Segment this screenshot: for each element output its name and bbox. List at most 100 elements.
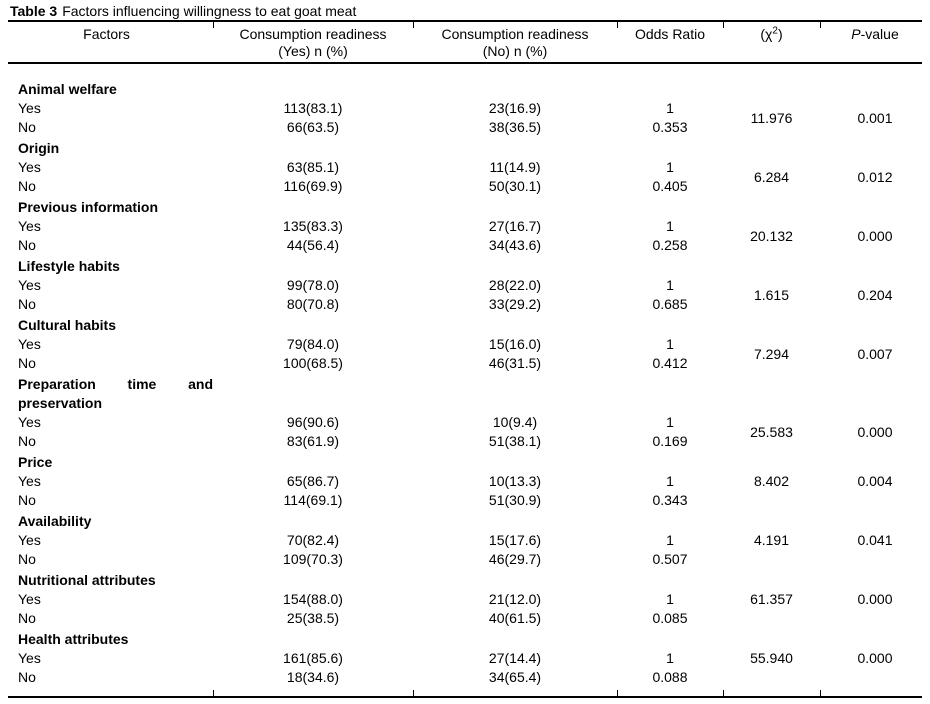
consumption-yes-of-no: 18(34.6) — [286, 669, 340, 685]
level-label-yes: Yes — [18, 473, 41, 489]
header-consumption-yes-line1: Consumption readiness — [239, 26, 387, 42]
level-label-yes: Yes — [18, 100, 41, 116]
odds-ratio-yes: 1 — [666, 650, 674, 666]
factor-group: Previous information Yes 135(83.3) 27(16… — [0, 198, 930, 255]
level-label-yes: Yes — [18, 414, 41, 430]
column-divider-tick — [820, 22, 821, 28]
level-label-yes: Yes — [18, 277, 41, 293]
column-divider-tick — [820, 690, 821, 696]
odds-ratio-no: 0.405 — [652, 178, 688, 194]
factor-group: Lifestyle habits Yes 99(78.0) 28(22.0) 1… — [0, 257, 930, 314]
factor-name: Lifestyle habits — [18, 258, 120, 274]
factor-group-rows: Yes 135(83.3) 27(16.7) 1 No 44(56.4) 34(… — [0, 217, 930, 255]
column-divider-tick — [413, 22, 414, 28]
table-caption-text: Factors influencing willingness to eat g… — [62, 3, 357, 19]
table-bottom-rule — [8, 690, 922, 698]
p-value: 0.000 — [857, 227, 893, 244]
consumption-no-of-yes: 28(22.0) — [488, 277, 542, 293]
odds-ratio-no: 0.685 — [652, 296, 688, 312]
p-value: 0.000 — [857, 650, 893, 666]
header-consumption-no-line1: Consumption readiness — [441, 26, 589, 42]
level-label-yes: Yes — [18, 159, 41, 175]
chi-square-value: 7.294 — [753, 345, 790, 362]
consumption-no-of-no: 46(31.5) — [488, 355, 542, 371]
consumption-no-of-no: 51(38.1) — [488, 433, 542, 449]
chi-square-value: 6.284 — [753, 168, 790, 185]
level-label-no: No — [18, 492, 36, 508]
level-label-no: No — [18, 119, 36, 135]
p-value: 0.204 — [857, 286, 893, 303]
chi-square-value: 55.940 — [750, 650, 793, 666]
column-divider-tick — [617, 690, 618, 696]
factor-group: Availability Yes 70(82.4) 15(17.6) 1 No … — [0, 512, 930, 569]
header-factors: Factors — [83, 26, 130, 42]
level-label-no: No — [18, 669, 36, 685]
odds-ratio-yes: 1 — [666, 159, 674, 175]
p-value: 0.000 — [857, 591, 893, 607]
odds-ratio-no: 0.353 — [652, 119, 688, 135]
chi-square-value: 25.583 — [750, 423, 793, 440]
factor-name: Health attributes — [18, 631, 129, 647]
factor-group: Nutritional attributes Yes 154(88.0) 21(… — [0, 571, 930, 628]
odds-ratio-no: 0.343 — [652, 492, 688, 508]
header-p-value: P-value — [820, 26, 930, 43]
odds-ratio-yes: 1 — [666, 218, 674, 234]
consumption-no-of-yes: 15(16.0) — [488, 336, 542, 352]
factor-group: Animal welfare Yes 113(83.1) 23(16.9) 1 … — [0, 80, 930, 137]
factor-name: Preparation time and preservation — [18, 376, 213, 411]
factor-name: Cultural habits — [18, 317, 117, 333]
consumption-no-of-no: 50(30.1) — [488, 178, 542, 194]
factor-group-rows: Yes 161(85.6) 27(14.4) 1 No 18(34.6) 34(… — [0, 649, 930, 687]
factor-name: Origin — [18, 140, 60, 156]
consumption-no-of-no: 46(29.7) — [488, 551, 542, 567]
p-value: 0.000 — [857, 423, 893, 440]
odds-ratio-yes: 1 — [666, 100, 674, 116]
consumption-yes-of-no: 100(68.5) — [283, 355, 343, 371]
consumption-yes-of-yes: 65(86.7) — [286, 473, 340, 489]
odds-ratio-no: 0.507 — [652, 551, 688, 567]
consumption-yes-of-no: 66(63.5) — [286, 119, 340, 135]
factor-name: Animal welfare — [18, 81, 117, 97]
header-chi-post: ) — [777, 26, 783, 42]
level-label-no: No — [18, 178, 36, 194]
chi-square-value: 4.191 — [753, 532, 790, 548]
factor-group-rows: Yes 154(88.0) 21(12.0) 1 No 25(38.5) 40(… — [0, 590, 930, 628]
level-label-yes: Yes — [18, 532, 41, 548]
consumption-no-of-no: 38(36.5) — [488, 119, 542, 135]
consumption-yes-of-no: 109(70.3) — [283, 551, 343, 567]
factor-group-rows: Yes 99(78.0) 28(22.0) 1 No 80(70.8) 33(2… — [0, 276, 930, 314]
chi-square-value: 20.132 — [750, 227, 793, 244]
chi-square-value: 61.357 — [750, 591, 793, 607]
consumption-yes-of-yes: 113(83.1) — [283, 100, 343, 116]
consumption-yes-of-yes: 135(83.3) — [283, 218, 343, 234]
factor-group-rows: Yes 70(82.4) 15(17.6) 1 No 109(70.3) 46(… — [0, 531, 930, 569]
column-divider-tick — [213, 690, 214, 696]
factor-name: Previous information — [18, 199, 159, 215]
consumption-no-of-yes: 10(9.4) — [492, 414, 538, 430]
consumption-yes-of-no: 80(70.8) — [286, 296, 340, 312]
consumption-no-of-no: 33(29.2) — [488, 296, 542, 312]
level-label-no: No — [18, 433, 36, 449]
consumption-yes-of-no: 25(38.5) — [286, 610, 340, 626]
header-bottom-rule — [8, 62, 922, 64]
factor-group-rows: Yes 63(85.1) 11(14.9) 1 No 116(69.9) 50(… — [0, 158, 930, 196]
header-consumption-yes-line2: (Yes) n (%) — [278, 43, 348, 59]
odds-ratio-no: 0.412 — [652, 355, 688, 371]
header-consumption-no: Consumption readiness (No) n (%) — [413, 26, 617, 60]
factor-group-rows: Yes 96(90.6) 10(9.4) 1 No 83(61.9) 51(38… — [0, 413, 930, 451]
p-value: 0.041 — [857, 532, 893, 548]
consumption-yes-of-yes: 99(78.0) — [286, 277, 340, 293]
odds-ratio-yes: 1 — [666, 414, 674, 430]
odds-ratio-yes: 1 — [666, 591, 674, 607]
header-chi-sup: 2 — [772, 25, 778, 37]
factor-name: Availability — [18, 513, 92, 529]
consumption-no-of-yes: 10(13.3) — [488, 473, 542, 489]
consumption-yes-of-yes: 161(85.6) — [283, 650, 343, 666]
column-divider-tick — [723, 690, 724, 696]
column-divider-tick — [617, 22, 618, 28]
table-header-row: Factors Consumption readiness (Yes) n (%… — [0, 22, 930, 62]
table-top-rule — [8, 20, 922, 28]
level-label-yes: Yes — [18, 218, 41, 234]
factor-group: Health attributes Yes 161(85.6) 27(14.4)… — [0, 630, 930, 687]
